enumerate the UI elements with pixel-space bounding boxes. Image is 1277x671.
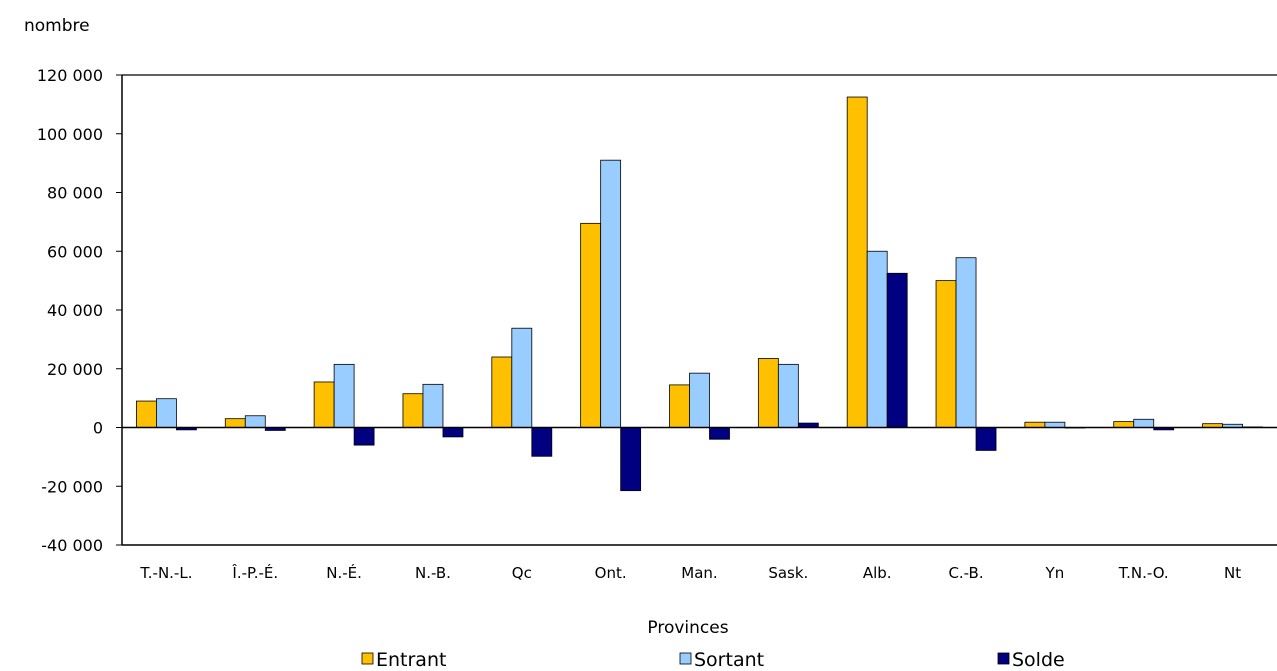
x-tick-label: T.-N.-L. [139, 564, 192, 582]
bar-solde [531, 427, 553, 457]
y-tick-label: 100 000 [37, 125, 103, 144]
y-axis-ticks: -40 000 -20 000 0 20 000 40 000 60 000 80 000 1… [37, 66, 122, 555]
x-tick-label: Î.-P.-É. [231, 563, 278, 582]
x-tick-label: T.N.-O. [1118, 564, 1169, 582]
x-tick-label: Yn [1045, 564, 1065, 582]
bar-entrant [136, 400, 157, 428]
bar-entrant [757, 358, 779, 428]
bar-entrant [580, 222, 602, 428]
bar-entrant [846, 96, 868, 428]
x-tick-label: N.-B. [415, 564, 451, 582]
x-tick-label: Qc [512, 564, 532, 582]
legend-label-sortant: Sortant [694, 649, 764, 671]
legend: Entrant Sortant Solde [361, 649, 1065, 671]
bar-sortant [866, 250, 888, 428]
bar-solde [709, 427, 730, 440]
bar-entrant [1113, 421, 1135, 428]
x-tick-label: Ont. [595, 564, 627, 582]
x-tick-label: Sask. [768, 564, 808, 582]
x-tick-label: N.-É. [326, 563, 362, 582]
x-axis-ticks: T.-N.-L. Î.-P.-É. N.-É. N.-B. Qc Ont. Man. Sask… [139, 563, 1241, 582]
y-tick-label: -20 000 [41, 477, 103, 496]
bar-sortant [955, 257, 977, 428]
bar-entrant [1024, 421, 1046, 428]
bar-entrant [935, 280, 957, 428]
legend-swatch-solde [997, 652, 1010, 665]
x-tick-label: C.-B. [948, 564, 983, 582]
legend-swatch-sortant [679, 652, 692, 665]
bar-entrant [224, 418, 246, 428]
bar-sortant [777, 363, 799, 428]
bar-sortant [156, 398, 177, 428]
bar-solde [975, 427, 997, 451]
bar-entrant [491, 356, 513, 428]
bar-entrant [402, 393, 424, 428]
bars [136, 96, 1263, 492]
x-tick-label: Alb. [863, 564, 892, 582]
y-tick-label: 120 000 [37, 66, 103, 85]
bar-sortant [422, 383, 444, 428]
bar-solde [353, 427, 375, 446]
y-tick-label: 80 000 [47, 184, 103, 203]
y-tick-label: 0 [93, 419, 103, 438]
bar-sortant [244, 415, 266, 428]
legend-label-solde: Solde [1012, 649, 1065, 671]
bar-solde [442, 427, 464, 438]
bar-entrant [669, 384, 690, 428]
x-axis-label: Provinces [647, 618, 728, 638]
bar-solde [886, 272, 908, 428]
axes [121, 74, 1277, 546]
y-tick-label: 20 000 [47, 360, 103, 379]
bar-sortant [689, 372, 710, 428]
y-tick-label: -40 000 [41, 536, 103, 555]
bar-sortant [511, 327, 533, 428]
legend-swatch-entrant [361, 652, 374, 665]
y-tick-label: 40 000 [47, 301, 103, 320]
bar-sortant [1133, 418, 1155, 428]
x-tick-label: Man. [681, 564, 717, 582]
legend-label-entrant: Entrant [376, 649, 446, 671]
bar-sortant [333, 363, 355, 428]
x-tick-label: Nt [1224, 564, 1241, 582]
y-tick-label: 60 000 [47, 242, 103, 261]
bar-sortant [600, 159, 622, 428]
bar-entrant [313, 381, 335, 428]
bar-solde [620, 427, 642, 492]
y-axis-label: nombre [24, 16, 90, 36]
bar-sortant [1044, 421, 1066, 428]
